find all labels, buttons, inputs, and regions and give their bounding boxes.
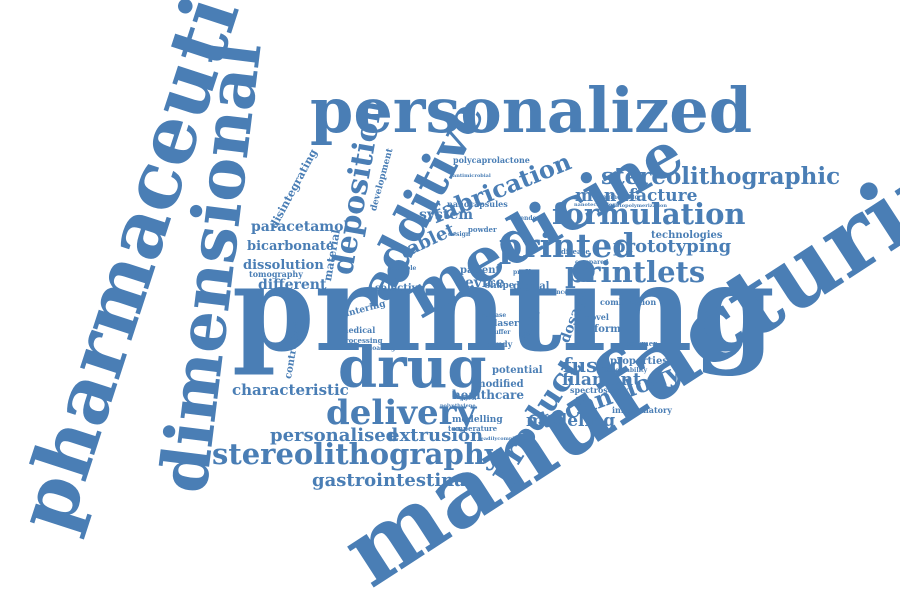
word-form: form xyxy=(594,324,621,335)
word-nanotechnology: nanotechnology xyxy=(574,202,619,208)
word-tomography: tomography xyxy=(249,269,303,279)
word-study: study xyxy=(488,339,513,349)
word-inflammatory: inflammatory xyxy=(612,405,672,415)
word-filament: filament xyxy=(562,370,641,390)
word-buffer: buffer xyxy=(490,329,511,336)
word-potential: potential xyxy=(492,365,543,376)
word-polyethylene: polyethylene xyxy=(440,403,476,409)
word-polymer: polymer xyxy=(625,339,657,348)
word-selective: selective xyxy=(375,283,424,294)
word-disease: disease xyxy=(561,247,590,256)
word-patient: patient xyxy=(460,265,501,276)
word-extrusion: extrusion xyxy=(388,425,484,446)
word-dependent: dependent xyxy=(508,215,544,222)
word-personalized: personalized xyxy=(310,74,753,147)
word-bicarbonate: bicarbonate xyxy=(247,239,335,254)
word-medical: medical xyxy=(340,325,376,335)
word-loading: loading xyxy=(370,345,396,352)
word-technologies: technologies xyxy=(651,230,723,241)
word-fused: fused xyxy=(563,353,625,377)
word-system: system xyxy=(419,207,474,223)
word-manufacture: manufacture xyxy=(575,186,698,206)
word-spectroscopy: spectroscopy xyxy=(570,385,629,395)
word-disintegrating: disintegrating xyxy=(267,146,320,231)
word-compared: compared xyxy=(575,259,609,266)
word-modeling: modeling xyxy=(526,411,616,431)
word-multiple: multiple xyxy=(388,265,417,272)
word-stereolithographic: stereolithographic xyxy=(601,163,841,190)
word-combination: combination xyxy=(600,297,657,307)
word-device: device xyxy=(455,275,505,291)
word-profile: profile xyxy=(513,269,535,276)
word-laser: laser xyxy=(494,319,519,329)
word-delivery: delivery xyxy=(326,393,477,433)
word-digital: digital xyxy=(513,281,550,292)
word-release: release xyxy=(482,312,507,319)
word-polycaprolactone: polycaprolactone xyxy=(453,155,530,165)
word-personalised: personalised xyxy=(270,425,399,446)
word-modified: modified xyxy=(475,379,524,390)
word-science: science xyxy=(543,289,568,296)
word-properties: properties xyxy=(610,356,668,367)
word-antimicrobial: antimicrobial xyxy=(453,173,491,179)
word-dissolution: dissolution xyxy=(243,258,324,273)
word-healthcare: healthcare xyxy=(452,388,524,402)
word-shape: shape xyxy=(485,281,515,291)
word-prototyping: prototyping xyxy=(613,236,732,257)
word-photopolymerization: photopolymerization xyxy=(609,203,668,209)
word-different: different xyxy=(258,277,327,293)
word-printlets: printlets xyxy=(565,255,706,289)
word-design: design xyxy=(448,231,471,238)
word-powder: powder xyxy=(468,225,497,234)
word-characteristic: characteristic xyxy=(232,381,349,399)
word-drug: drug xyxy=(338,335,487,401)
word-modelling: modelling xyxy=(452,415,503,425)
word-readilycompliance: readilycompliance xyxy=(478,436,530,442)
word-glycol: glycol xyxy=(460,396,477,402)
word-processing: processing xyxy=(340,336,383,345)
word-acceptability: acceptability xyxy=(604,367,648,374)
word-paracetamol: paracetamol xyxy=(251,219,349,235)
word-printing: printing xyxy=(232,239,775,378)
word-temperature: temperature xyxy=(448,424,498,433)
word-nanocapsules: nanocapsules xyxy=(447,199,508,209)
word-novel: novel xyxy=(585,312,609,322)
word-gastrointestinal: gastrointestinal xyxy=(312,470,473,491)
word-printed: printed xyxy=(499,226,636,265)
word-stereolithography: stereolithography xyxy=(212,437,502,471)
word-formulation: formulation xyxy=(552,197,746,231)
word-engineering: engineering xyxy=(598,194,639,201)
